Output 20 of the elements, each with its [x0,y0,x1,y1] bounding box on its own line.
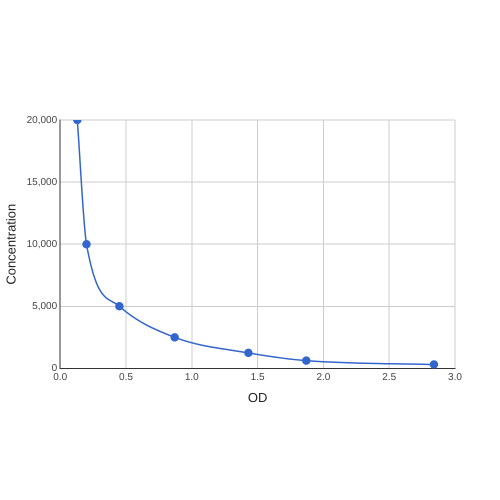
y-tick-label: 20,000 [26,114,58,126]
x-tick-label: 2.0 [316,372,331,384]
x-axis-title: OD [248,390,268,405]
y-tick-label: 15,000 [26,176,58,188]
y-tick-label: 0 [52,363,58,374]
point [430,360,438,368]
point [244,348,253,358]
y-axis-title: Concentration [3,204,18,285]
point [302,356,311,365]
x-tick-label: 0.5 [119,372,134,384]
point [82,240,91,248]
point [115,302,124,311]
x-tick-label: 3.0 [448,372,462,384]
y-tick-label: 10,000 [26,238,58,250]
point [170,333,179,342]
x-tick-label: 1.0 [184,372,200,384]
x-tick-label: 0.0 [53,372,68,384]
x-tick-label: 2.5 [382,372,397,384]
y-tick-label: 5,000 [32,301,58,312]
x-tick-label: 1.5 [250,372,265,384]
